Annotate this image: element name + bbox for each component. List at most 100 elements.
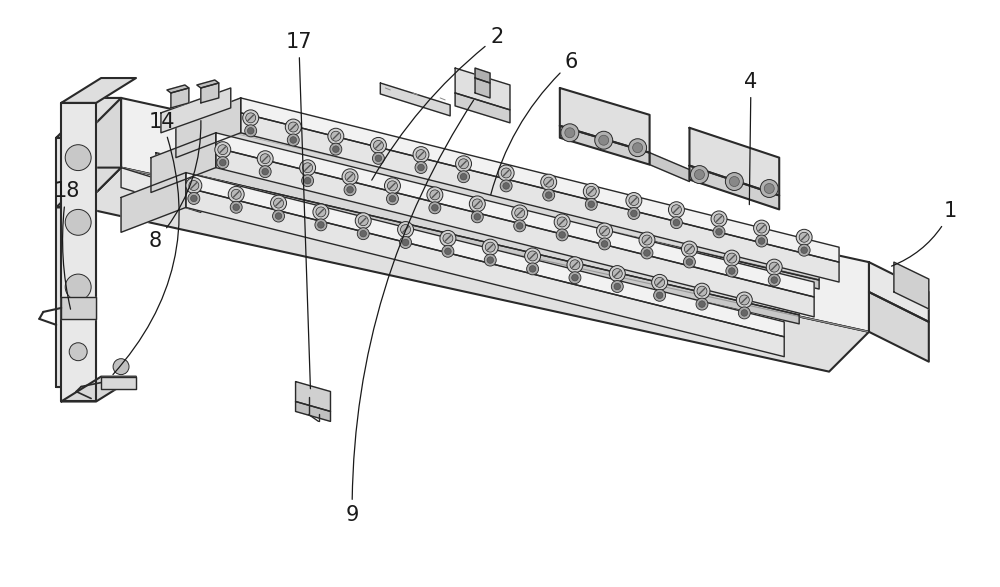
Polygon shape: [296, 382, 330, 411]
Text: 8: 8: [149, 120, 201, 251]
Circle shape: [429, 202, 441, 214]
Circle shape: [398, 221, 414, 238]
Circle shape: [614, 283, 621, 290]
Polygon shape: [689, 128, 779, 195]
Circle shape: [300, 160, 316, 176]
Circle shape: [386, 193, 398, 205]
Circle shape: [639, 232, 655, 248]
Circle shape: [333, 146, 339, 153]
Circle shape: [459, 159, 469, 168]
Circle shape: [262, 168, 268, 175]
Polygon shape: [56, 98, 121, 138]
Circle shape: [655, 278, 665, 288]
Polygon shape: [894, 262, 929, 309]
Circle shape: [585, 198, 597, 210]
Circle shape: [683, 256, 695, 268]
Text: 2: 2: [372, 27, 503, 180]
Circle shape: [288, 122, 298, 132]
Circle shape: [736, 292, 752, 308]
Circle shape: [485, 242, 495, 252]
Circle shape: [561, 124, 579, 141]
Circle shape: [331, 131, 341, 141]
Circle shape: [285, 119, 301, 135]
Circle shape: [415, 161, 427, 174]
Circle shape: [65, 210, 91, 235]
Circle shape: [754, 220, 770, 236]
Circle shape: [243, 110, 259, 126]
Polygon shape: [689, 166, 779, 210]
Polygon shape: [121, 168, 201, 212]
Circle shape: [766, 259, 782, 275]
Circle shape: [641, 247, 653, 259]
Polygon shape: [176, 131, 819, 289]
Circle shape: [387, 181, 397, 191]
Circle shape: [482, 239, 498, 255]
Circle shape: [543, 189, 555, 201]
Text: 17: 17: [286, 32, 312, 389]
Polygon shape: [475, 78, 490, 98]
Circle shape: [472, 199, 482, 209]
Circle shape: [328, 128, 344, 144]
Circle shape: [529, 265, 536, 272]
Circle shape: [572, 274, 578, 281]
Polygon shape: [176, 98, 241, 158]
Circle shape: [628, 207, 640, 220]
Circle shape: [65, 274, 91, 300]
Polygon shape: [455, 93, 510, 123]
Circle shape: [599, 135, 609, 145]
Polygon shape: [161, 88, 231, 133]
Polygon shape: [216, 148, 814, 317]
Text: 18: 18: [53, 181, 80, 309]
Polygon shape: [81, 168, 869, 372]
Circle shape: [360, 230, 367, 237]
Circle shape: [347, 187, 353, 193]
Polygon shape: [167, 85, 189, 93]
Circle shape: [565, 128, 575, 138]
Polygon shape: [380, 83, 450, 116]
Circle shape: [801, 247, 807, 254]
Circle shape: [586, 186, 596, 196]
Circle shape: [570, 260, 580, 270]
Circle shape: [373, 140, 383, 150]
Circle shape: [401, 225, 411, 235]
Polygon shape: [475, 68, 490, 83]
Circle shape: [186, 177, 202, 194]
Circle shape: [113, 359, 129, 375]
Circle shape: [430, 190, 440, 200]
Circle shape: [370, 137, 386, 153]
Circle shape: [541, 174, 557, 190]
Circle shape: [671, 205, 681, 215]
Circle shape: [290, 137, 297, 143]
Circle shape: [757, 223, 767, 233]
Circle shape: [633, 143, 643, 153]
Circle shape: [500, 180, 512, 192]
Circle shape: [233, 204, 239, 211]
Circle shape: [711, 211, 727, 227]
Circle shape: [713, 226, 725, 238]
Circle shape: [724, 250, 740, 266]
Circle shape: [304, 177, 311, 184]
Circle shape: [303, 163, 313, 173]
Circle shape: [681, 241, 697, 257]
Circle shape: [798, 244, 810, 256]
Polygon shape: [560, 126, 650, 164]
Polygon shape: [869, 262, 929, 322]
Circle shape: [215, 141, 231, 158]
Circle shape: [652, 274, 668, 291]
Circle shape: [231, 190, 241, 200]
Circle shape: [626, 193, 642, 208]
Circle shape: [690, 166, 708, 184]
Text: 1: 1: [892, 201, 957, 266]
Circle shape: [512, 205, 528, 221]
Circle shape: [796, 230, 812, 245]
Circle shape: [595, 131, 613, 149]
Circle shape: [357, 228, 369, 239]
Circle shape: [218, 145, 228, 154]
Circle shape: [503, 183, 509, 189]
Circle shape: [316, 207, 326, 217]
Circle shape: [769, 262, 779, 272]
Circle shape: [768, 274, 780, 286]
Circle shape: [389, 195, 396, 202]
Circle shape: [318, 221, 324, 228]
Circle shape: [313, 204, 329, 220]
